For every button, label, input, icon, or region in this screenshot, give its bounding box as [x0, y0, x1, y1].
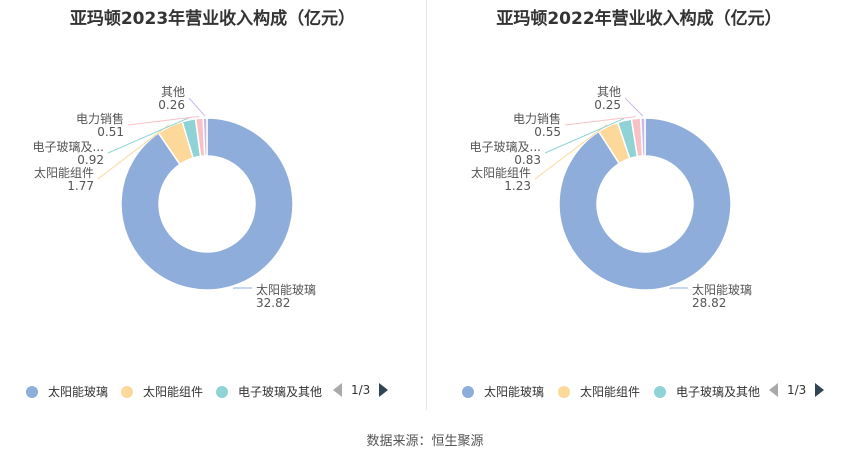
- legend-label: 太阳能玻璃: [48, 385, 109, 399]
- legend-item-solar-glass[interactable]: 太阳能玻璃: [462, 383, 544, 400]
- legend: 太阳能玻璃 太阳能组件 电子玻璃及其他 1/3: [0, 383, 425, 403]
- slice-label: 太阳能组件 1.77: [34, 165, 94, 193]
- legend-item-solar-module[interactable]: 太阳能组件: [558, 383, 640, 400]
- legend-page-indicator: 1/3: [787, 383, 807, 397]
- donut-slice[interactable]: [202, 117, 208, 157]
- chevron-right-icon[interactable]: [379, 383, 389, 397]
- chart-title: 亚玛顿2023年营业收入构成（亿元）: [69, 9, 356, 29]
- legend-label: 太阳能组件: [580, 385, 641, 399]
- slice-label: 太阳能玻璃 28.82: [692, 282, 752, 310]
- data-source-note: 数据来源：恒生聚源: [366, 434, 484, 449]
- slice-label: 其他 0.25: [594, 85, 621, 112]
- label-leader-line: [564, 115, 636, 126]
- legend-dot: [654, 385, 666, 398]
- label-leader-line: [534, 124, 608, 180]
- legend-item-electronic-glass[interactable]: 电子玻璃及其他: [654, 383, 760, 400]
- legend-dot: [26, 385, 38, 398]
- legend-dot: [216, 385, 228, 398]
- panel-divider: [426, 0, 427, 410]
- chevron-left-icon[interactable]: [333, 383, 342, 397]
- label-leader-line: [107, 117, 189, 154]
- legend-label: 电子玻璃及其他: [238, 385, 323, 399]
- label-leader-line: [188, 97, 206, 117]
- legend-dot: [121, 385, 133, 398]
- label-leader-line: [624, 97, 644, 117]
- legend-dot: [558, 385, 570, 398]
- legend-pager: 1/3: [769, 383, 825, 397]
- legend-label: 太阳能玻璃: [484, 385, 545, 399]
- legend-item-electronic-glass[interactable]: 电子玻璃及其他: [216, 383, 322, 400]
- chart-panel-2022: 亚玛顿2022年营业收入构成（亿元） 太阳能玻璃 28.82 太阳能组件 1.23 电子…: [428, 0, 850, 410]
- chart-panel-2023: 亚玛顿2023年营业收入构成（亿元） 太阳能玻璃 32.82 太阳能组件 1.77 电子…: [0, 0, 425, 410]
- slice-label: 太阳能组件 1.23: [471, 165, 531, 193]
- slice-label: 电子玻璃及... 0.83: [470, 140, 541, 167]
- slice-label: 其他 0.26: [158, 85, 185, 112]
- legend-label: 电子玻璃及其他: [676, 385, 761, 399]
- legend-pager: 1/3: [333, 383, 389, 397]
- donut-slice[interactable]: [120, 117, 294, 291]
- donut-slice[interactable]: [558, 117, 732, 291]
- legend-label: 太阳能组件: [143, 385, 204, 399]
- legend-dot: [462, 385, 474, 398]
- chart-title: 亚玛顿2022年营业收入构成（亿元）: [496, 9, 782, 29]
- label-leader-line: [544, 118, 625, 154]
- chevron-left-icon[interactable]: [769, 383, 778, 397]
- slice-label: 电子玻璃及... 0.92: [33, 140, 104, 167]
- chevron-right-icon[interactable]: [815, 383, 825, 397]
- slice-label: 太阳能玻璃 32.82: [256, 282, 316, 310]
- legend-item-solar-glass[interactable]: 太阳能玻璃: [26, 383, 108, 400]
- donut-slice[interactable]: [639, 117, 646, 157]
- slice-label: 电力销售 0.55: [513, 111, 561, 139]
- legend: 太阳能玻璃 太阳能组件 电子玻璃及其他 1/3: [428, 383, 850, 403]
- label-leader-line: [97, 124, 170, 180]
- legend-item-solar-module[interactable]: 太阳能组件: [121, 383, 203, 400]
- label-leader-line: [127, 115, 200, 126]
- legend-page-indicator: 1/3: [351, 383, 371, 397]
- slice-label: 电力销售 0.51: [76, 111, 124, 139]
